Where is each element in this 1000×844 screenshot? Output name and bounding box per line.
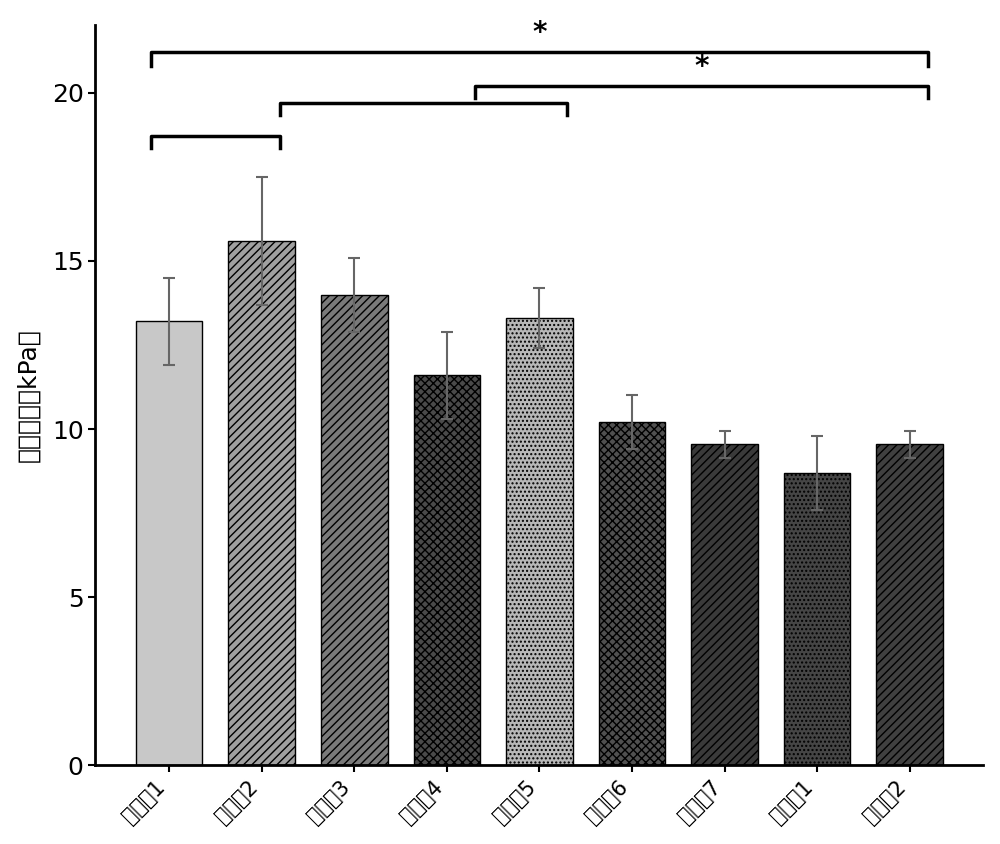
Bar [414, 376, 480, 766]
Text: *: * [532, 19, 547, 47]
Bar [691, 444, 758, 766]
Bar [136, 322, 202, 766]
Bar [506, 318, 573, 766]
Y-axis label: 粨接强度（kPa）: 粨接强度（kPa） [17, 328, 41, 463]
Bar [599, 422, 665, 766]
Bar [321, 295, 388, 766]
Text: *: * [694, 53, 709, 81]
Bar [876, 444, 943, 766]
Bar [784, 473, 850, 766]
Bar [228, 241, 295, 766]
